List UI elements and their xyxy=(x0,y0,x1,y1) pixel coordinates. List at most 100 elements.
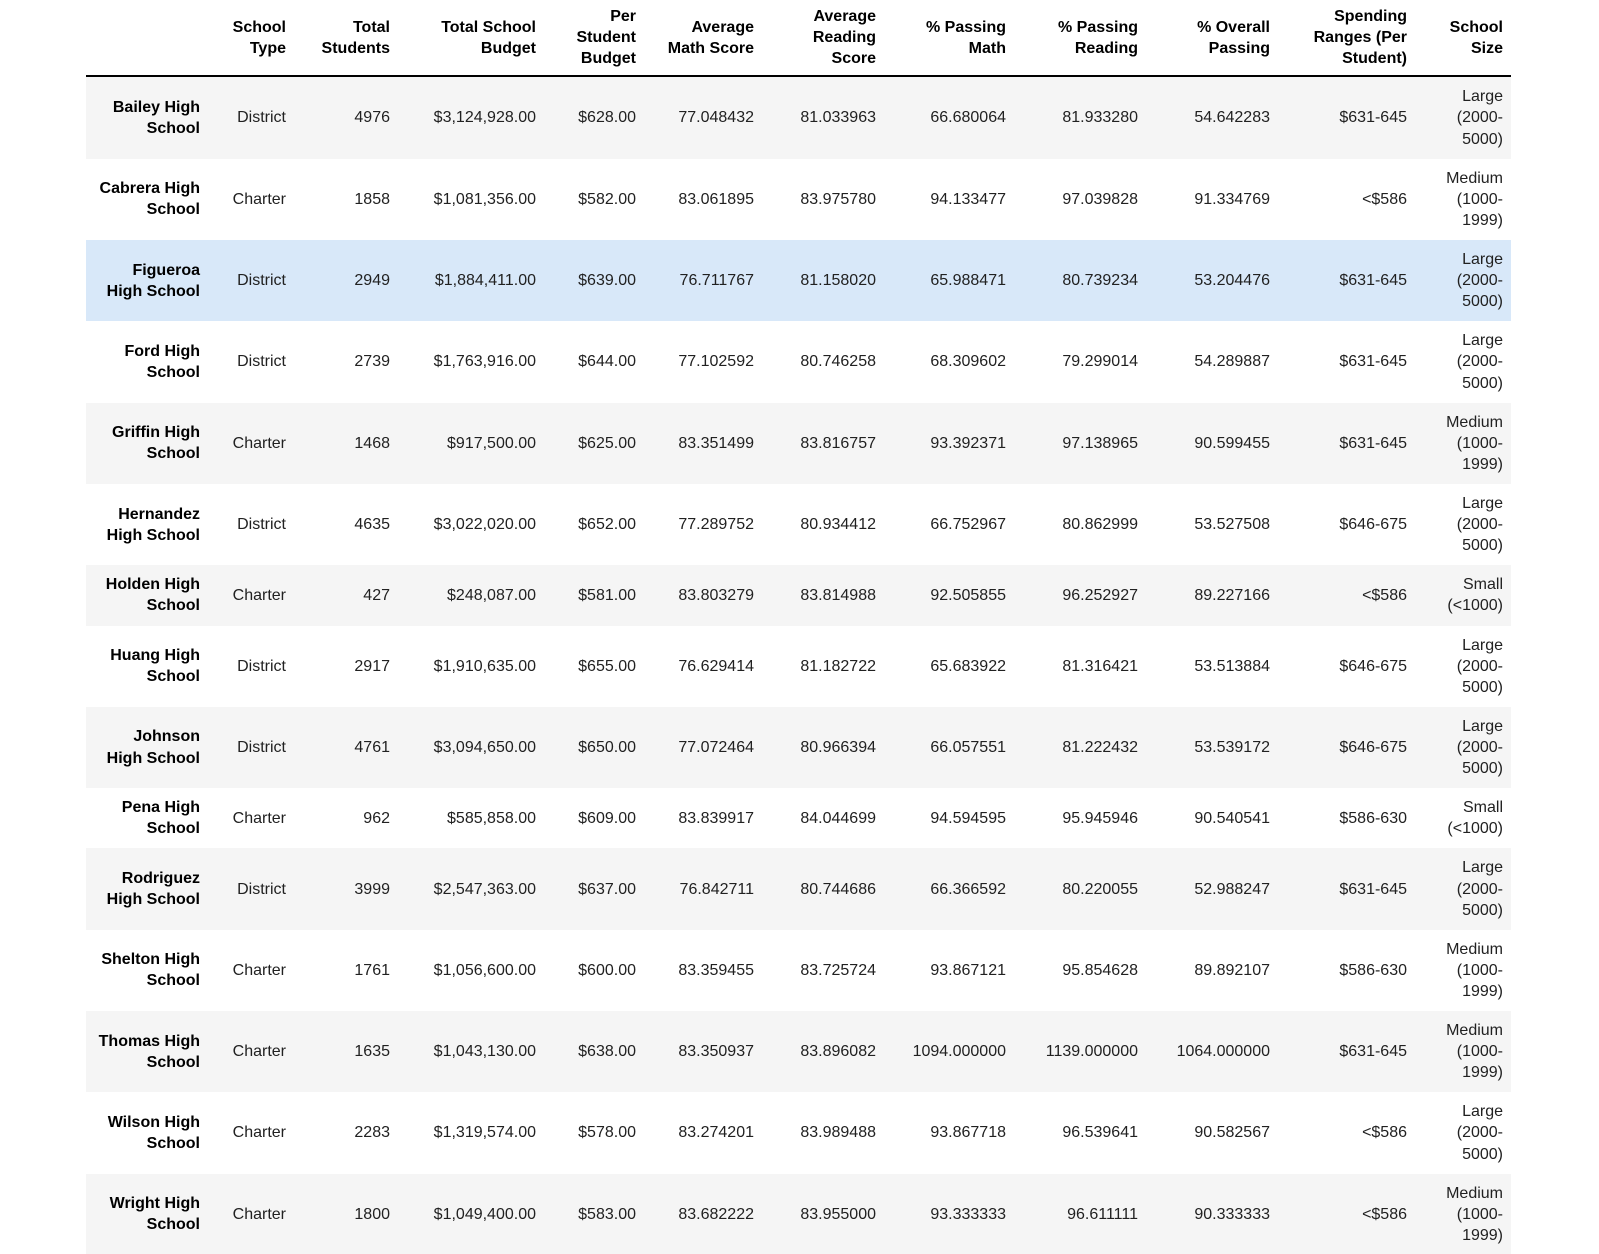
table-cell: 94.594595 xyxy=(930,809,1006,827)
table-cell: 65.683922 xyxy=(930,657,1006,675)
table-cell: 93.867121 xyxy=(930,961,1006,979)
table-cell: 54.642283 xyxy=(1146,76,1278,159)
table-header: School Type Total Students Total School Bu… xyxy=(86,0,1511,78)
table-cell: Charter xyxy=(232,190,286,208)
table-cell: District xyxy=(208,76,294,159)
table-cell: $631-645 xyxy=(1278,402,1415,484)
table-cell: 79.299014 xyxy=(1062,353,1138,371)
table-row: Figueroa High School District 2949 $1,884,4… xyxy=(86,239,1511,322)
table-cell: 83.061895 xyxy=(678,190,754,208)
table-row: Ford High School District 2739 $1,763,916.0… xyxy=(86,321,1511,402)
table-cell: $1,056,600.00 xyxy=(433,961,536,979)
row-header-school-name: Huang High School xyxy=(110,647,200,686)
table-cell: $638.00 xyxy=(544,1011,644,1093)
table-cell: 80.934412 xyxy=(800,516,876,534)
column-header: Per Student Budget xyxy=(544,0,644,78)
table-cell: $646-675 xyxy=(1339,516,1407,534)
table-cell: $583.00 xyxy=(544,1173,644,1254)
table-cell: 80.744686 xyxy=(762,848,884,930)
table-cell: $631-645 xyxy=(1339,353,1407,371)
table-cell: 76.711767 xyxy=(644,239,762,322)
column-header: School Type xyxy=(208,0,294,78)
table-cell: $582.00 xyxy=(578,190,636,208)
table-cell: 81.182722 xyxy=(800,657,876,675)
table-cell: Charter xyxy=(208,1173,294,1254)
table-cell: Large (2000-5000) xyxy=(1456,332,1503,392)
row-header-school-name: Johnson High School xyxy=(86,706,208,789)
table-cell: 1468 xyxy=(294,402,398,484)
table-cell: Medium (1000-1999) xyxy=(1415,1173,1511,1254)
table-cell: $2,547,363.00 xyxy=(398,848,544,930)
table-cell: 1094.000000 xyxy=(884,1011,1014,1093)
table-cell: 83.814988 xyxy=(762,565,884,626)
table-cell: 81.033963 xyxy=(762,76,884,159)
table-cell: <$586 xyxy=(1278,565,1415,626)
index-corner-header xyxy=(86,0,208,78)
table-cell: Charter xyxy=(208,1011,294,1093)
table-cell: $631-645 xyxy=(1278,848,1415,930)
table-cell: 52.988247 xyxy=(1146,848,1278,930)
table-cell: 54.289887 xyxy=(1194,353,1270,371)
table-cell: $1,081,356.00 xyxy=(433,190,536,208)
table-cell: 4976 xyxy=(294,76,398,159)
table-cell: 80.220055 xyxy=(1014,848,1146,930)
table-cell: 89.227166 xyxy=(1146,565,1278,626)
table-cell: 4635 xyxy=(354,516,390,534)
table-cell: 1800 xyxy=(294,1173,398,1254)
table-cell: 3999 xyxy=(294,848,398,930)
table-cell: $637.00 xyxy=(544,848,644,930)
table-cell: Small (<1000) xyxy=(1415,565,1511,626)
table-cell: Large (2000-5000) xyxy=(1415,239,1511,322)
column-header: Total Students xyxy=(294,0,398,78)
table-cell: 95.854628 xyxy=(1062,961,1138,979)
table-row: Cabrera High School Charter 1858 $1,081,356… xyxy=(86,159,1511,240)
table-cell: District xyxy=(237,353,286,371)
table-cell: 66.366592 xyxy=(884,848,1014,930)
table-cell: 90.599455 xyxy=(1146,402,1278,484)
table-row: Hernandez High School District 4635 $3,022,… xyxy=(86,484,1511,565)
table-cell: $646-675 xyxy=(1278,706,1415,789)
table-cell: $3,124,928.00 xyxy=(398,76,544,159)
table-cell: $1,319,574.00 xyxy=(433,1124,536,1142)
table-cell: $1,043,130.00 xyxy=(398,1011,544,1093)
column-header: Average Reading Score xyxy=(762,0,884,78)
table-cell: $631-645 xyxy=(1278,239,1415,322)
table-row: Rodriguez High School District 3999 $2,547,… xyxy=(86,848,1511,930)
table-cell: $646-675 xyxy=(1339,657,1407,675)
table-cell: $578.00 xyxy=(578,1124,636,1142)
table-row: Holden High School Charter 427 $248,087.00 $… xyxy=(86,565,1511,626)
table-cell: 77.048432 xyxy=(644,76,762,159)
table-cell: <$586 xyxy=(1362,1124,1407,1142)
table-cell: 93.333333 xyxy=(884,1173,1014,1254)
header-row: School Type Total Students Total School Bu… xyxy=(86,0,1511,78)
table-cell: $644.00 xyxy=(578,353,636,371)
table-cell: $609.00 xyxy=(578,809,636,827)
table-cell: 80.739234 xyxy=(1014,239,1146,322)
table-cell: $631-645 xyxy=(1278,76,1415,159)
table-cell: 94.133477 xyxy=(930,190,1006,208)
row-header-school-name: Hernandez High School xyxy=(106,505,200,544)
table-cell: 83.725724 xyxy=(800,961,876,979)
table-cell: $1,884,411.00 xyxy=(398,239,544,322)
column-header: Average Math Score xyxy=(644,0,762,78)
table-cell: 2283 xyxy=(354,1124,390,1142)
table-cell: 83.682222 xyxy=(644,1173,762,1254)
table-cell: <$586 xyxy=(1362,190,1407,208)
table-cell: 90.540541 xyxy=(1194,809,1270,827)
table-cell: District xyxy=(208,239,294,322)
table-cell: 83.816757 xyxy=(762,402,884,484)
table-cell: $625.00 xyxy=(544,402,644,484)
row-header-school-name: Thomas High School xyxy=(86,1011,208,1093)
table-cell: 83.839917 xyxy=(678,809,754,827)
table-cell: Charter xyxy=(232,809,286,827)
table-cell: $3,022,020.00 xyxy=(433,516,536,534)
column-header: % Overall Passing xyxy=(1146,0,1278,78)
table-cell: 53.527508 xyxy=(1194,516,1270,534)
row-header-school-name: Cabrera High School xyxy=(99,180,200,219)
column-header: School Size xyxy=(1415,0,1511,78)
table-cell: 83.351499 xyxy=(644,402,762,484)
table-cell: 90.333333 xyxy=(1146,1173,1278,1254)
table-cell: 97.138965 xyxy=(1014,402,1146,484)
column-header: % Passing Math xyxy=(884,0,1014,78)
table-row: Wright High School Charter 1800 $1,049,400.… xyxy=(86,1173,1511,1254)
